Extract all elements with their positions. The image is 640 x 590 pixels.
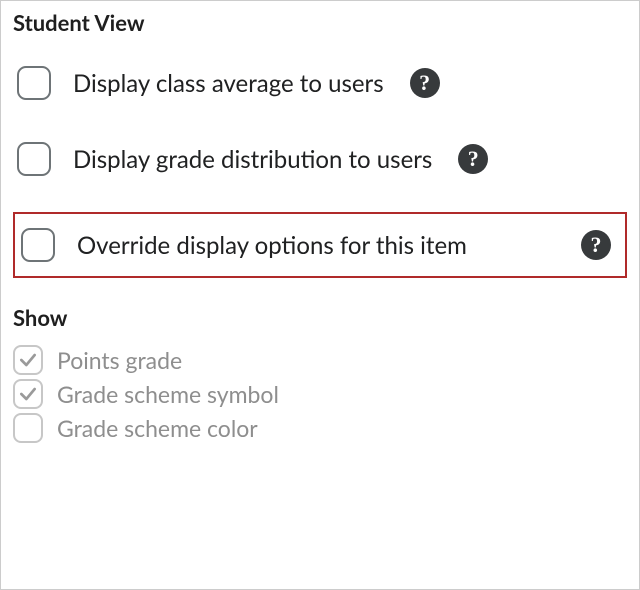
settings-panel: Student View Display class average to us… [0, 0, 640, 590]
option-display-class-average: Display class average to users ? [13, 60, 627, 106]
option-grade-scheme-color: Grade scheme color [13, 413, 627, 443]
option-display-grade-distribution: Display grade distribution to users ? [13, 136, 627, 182]
override-highlight-box: Override display options for this item ? [13, 212, 627, 278]
help-icon[interactable]: ? [410, 68, 440, 98]
help-icon[interactable]: ? [581, 230, 611, 260]
checkmark-icon [18, 384, 38, 404]
student-view-heading: Student View [13, 9, 627, 36]
help-icon[interactable]: ? [458, 144, 488, 174]
label-points-grade: Points grade [57, 346, 182, 374]
option-points-grade: Points grade [13, 345, 627, 375]
label-grade-scheme-symbol: Grade scheme symbol [57, 380, 279, 408]
checkbox-display-class-average[interactable] [17, 66, 51, 100]
option-override-display-options: Override display options for this item ? [21, 228, 619, 262]
checkmark-icon [18, 350, 38, 370]
checkbox-points-grade [13, 345, 43, 375]
checkbox-grade-scheme-color [13, 413, 43, 443]
label-display-grade-distribution: Display grade distribution to users [73, 145, 432, 174]
checkbox-display-grade-distribution[interactable] [17, 142, 51, 176]
label-display-class-average: Display class average to users [73, 69, 384, 98]
show-heading: Show [13, 304, 627, 331]
show-options-list: Points grade Grade scheme symbol Grade s… [13, 345, 627, 443]
option-grade-scheme-symbol: Grade scheme symbol [13, 379, 627, 409]
checkbox-override-display-options[interactable] [21, 228, 55, 262]
checkbox-grade-scheme-symbol [13, 379, 43, 409]
label-override-display-options: Override display options for this item [77, 231, 467, 260]
label-grade-scheme-color: Grade scheme color [57, 414, 258, 442]
